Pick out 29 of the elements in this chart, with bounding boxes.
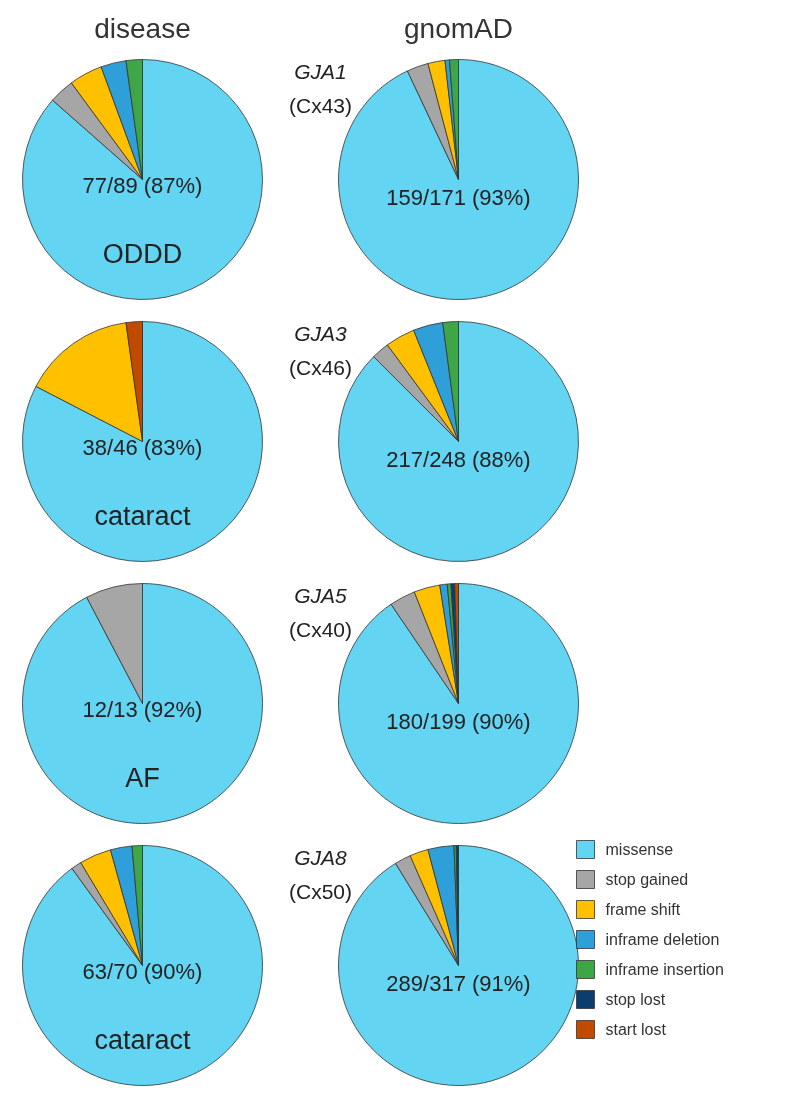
text: GJA8: [294, 846, 348, 869]
legend-label: frame shift: [605, 901, 681, 918]
legend-label: stop lost: [605, 991, 666, 1008]
legend-label: stop gained: [605, 871, 689, 888]
text: (Cx40): [288, 617, 353, 641]
legend-label: missense: [605, 841, 674, 858]
text: AF: [125, 762, 160, 793]
legend-label: start lost: [605, 1021, 667, 1038]
text: 289/317 (91%): [386, 971, 531, 996]
text: 38/46 (83%): [82, 435, 203, 460]
chart-title: gnomAD: [404, 13, 513, 44]
text: ODDD: [102, 238, 183, 269]
chart-title: disease: [94, 13, 191, 44]
text: (Cx43): [288, 93, 353, 117]
text: 159/171 (93%): [386, 185, 531, 210]
legend-label: inframe deletion: [605, 931, 720, 948]
text: GJA5: [294, 584, 348, 607]
legend-label: inframe insertion: [605, 961, 724, 978]
text: 217/248 (88%): [386, 447, 531, 472]
text: GJA1: [294, 60, 347, 83]
text: cataract: [94, 1024, 192, 1055]
text: 63/70 (90%): [82, 959, 203, 984]
text: cataract: [94, 500, 192, 531]
text: 180/199 (90%): [386, 709, 531, 734]
text: (Cx50): [288, 879, 353, 903]
text: (Cx46): [288, 355, 353, 379]
text: 12/13 (92%): [82, 697, 203, 722]
text: GJA3: [294, 322, 348, 345]
text: 77/89 (87%): [82, 173, 203, 198]
